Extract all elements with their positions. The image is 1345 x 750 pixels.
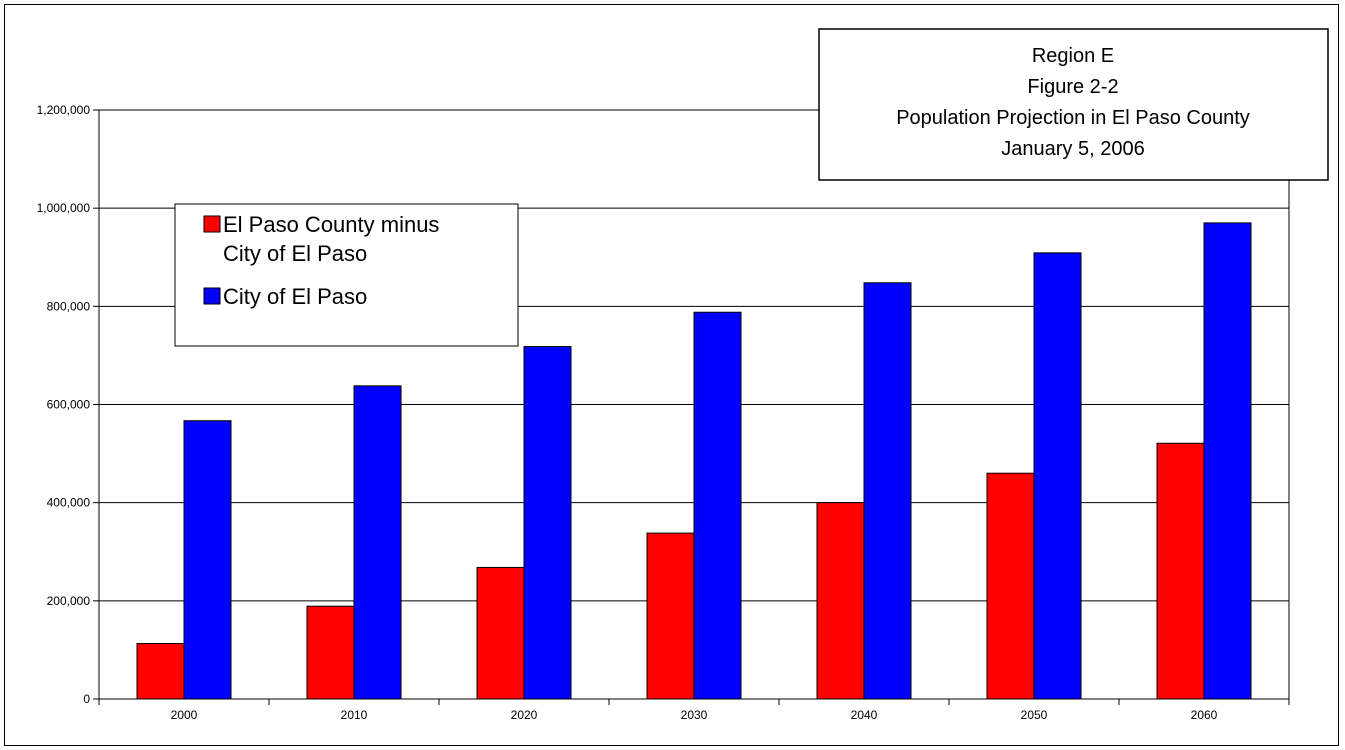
y-tick-label-6: 1,200,000 — [37, 103, 91, 117]
axes: 0 200,000 400,000 600,000 800,000 1,000,000 1,… — [37, 103, 1290, 722]
bar-city-2040 — [863, 282, 912, 700]
legend-label-city: City of El Paso — [223, 284, 367, 309]
bar-county-2060 — [1156, 442, 1205, 700]
bar-city-2000 — [183, 420, 232, 700]
legend-swatch-city — [203, 287, 221, 305]
bar-county-2050 — [986, 472, 1035, 700]
chart-title-line3: Population Projection in El Paso County — [896, 107, 1250, 129]
bars — [136, 222, 1252, 700]
legend-label-county-line2: City of El Paso — [223, 241, 367, 266]
bar-city-2050 — [1033, 252, 1082, 700]
y-tick-label-0: 0 — [83, 692, 90, 706]
chart-frame — [4, 4, 1339, 746]
x-tick-label-2050: 2050 — [1021, 708, 1048, 722]
legend: El Paso County minus City of El Paso Cit… — [174, 203, 519, 347]
bar-city-2020 — [523, 346, 572, 700]
y-tick-label-2: 400,000 — [47, 496, 91, 510]
legend-label-county-line1: El Paso County minus — [223, 212, 439, 237]
x-tick-label-2010: 2010 — [341, 708, 368, 722]
bar-city-2030 — [693, 311, 742, 700]
legend-swatch-county — [203, 215, 221, 233]
title-box-border — [818, 28, 1329, 181]
x-tick-label-2030: 2030 — [681, 708, 708, 722]
title-box: Region E Figure 2-2 Population Projectio… — [818, 28, 1329, 181]
x-tick-label-2020: 2020 — [511, 708, 538, 722]
bar-city-2010 — [353, 385, 402, 700]
bar-county-2000 — [136, 643, 185, 700]
bar-county-2040 — [816, 502, 865, 700]
bar-county-2030 — [646, 532, 695, 700]
x-tick-label-2040: 2040 — [851, 708, 878, 722]
y-tick-label-1: 200,000 — [47, 594, 91, 608]
y-tick-label-4: 800,000 — [47, 299, 91, 313]
x-tick-label-2060: 2060 — [1191, 708, 1218, 722]
y-tick-label-3: 600,000 — [47, 398, 91, 412]
y-tick-label-5: 1,000,000 — [37, 201, 91, 215]
chart-title-line4: January 5, 2006 — [1001, 138, 1144, 160]
bar-county-2020 — [476, 566, 525, 700]
legend-box — [174, 203, 519, 347]
x-tick-label-2000: 2000 — [171, 708, 198, 722]
chart-title-line1: Region E — [1032, 45, 1114, 67]
chart-title-line2: Figure 2-2 — [1027, 76, 1118, 98]
bar-county-2010 — [306, 605, 355, 700]
bar-city-2060 — [1203, 222, 1252, 700]
